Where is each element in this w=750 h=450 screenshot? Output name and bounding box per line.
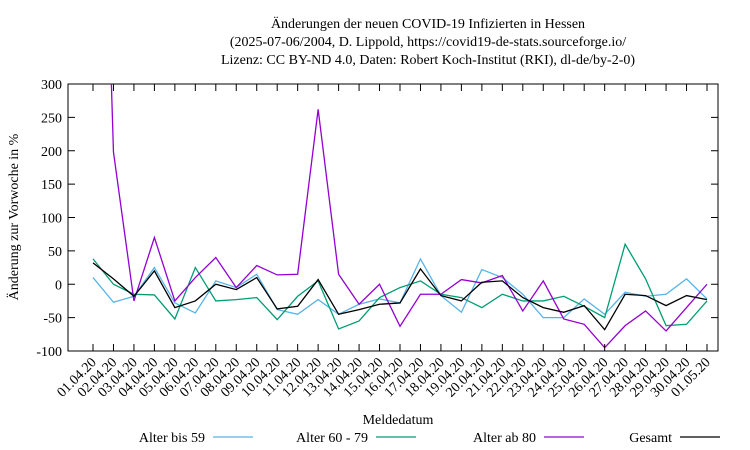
y-tick-label: 300 bbox=[41, 78, 62, 93]
y-tick-label: 50 bbox=[48, 245, 62, 260]
y-tick-label: 100 bbox=[41, 212, 62, 227]
y-tick-label: 150 bbox=[41, 178, 62, 193]
legend-label: Alter ab 80 bbox=[473, 431, 536, 446]
chart-title: Lizenz: CC BY-ND 4.0, Daten: Robert Koch… bbox=[221, 53, 635, 68]
chart-title: (2025-07-06/2004, D. Lippold, https://co… bbox=[230, 35, 626, 50]
legend-label: Gesamt bbox=[629, 431, 672, 446]
legend-label: Alter bis 59 bbox=[139, 431, 205, 446]
x-axis-label: Meldedatum bbox=[363, 413, 434, 428]
y-tick-label: -100 bbox=[36, 345, 62, 360]
y-tick-label: -50 bbox=[43, 312, 62, 327]
legend-label: Alter 60 - 79 bbox=[296, 431, 368, 446]
y-tick-label: 250 bbox=[41, 111, 62, 126]
y-tick-label: 0 bbox=[55, 278, 62, 293]
chart-title: Änderungen der neuen COVID-19 Infizierte… bbox=[271, 15, 585, 32]
y-axis-label: Änderung zur Vorwoche in % bbox=[5, 133, 22, 300]
y-tick-label: 200 bbox=[41, 145, 62, 160]
series-line bbox=[92, 242, 708, 330]
series-line bbox=[92, 262, 708, 331]
